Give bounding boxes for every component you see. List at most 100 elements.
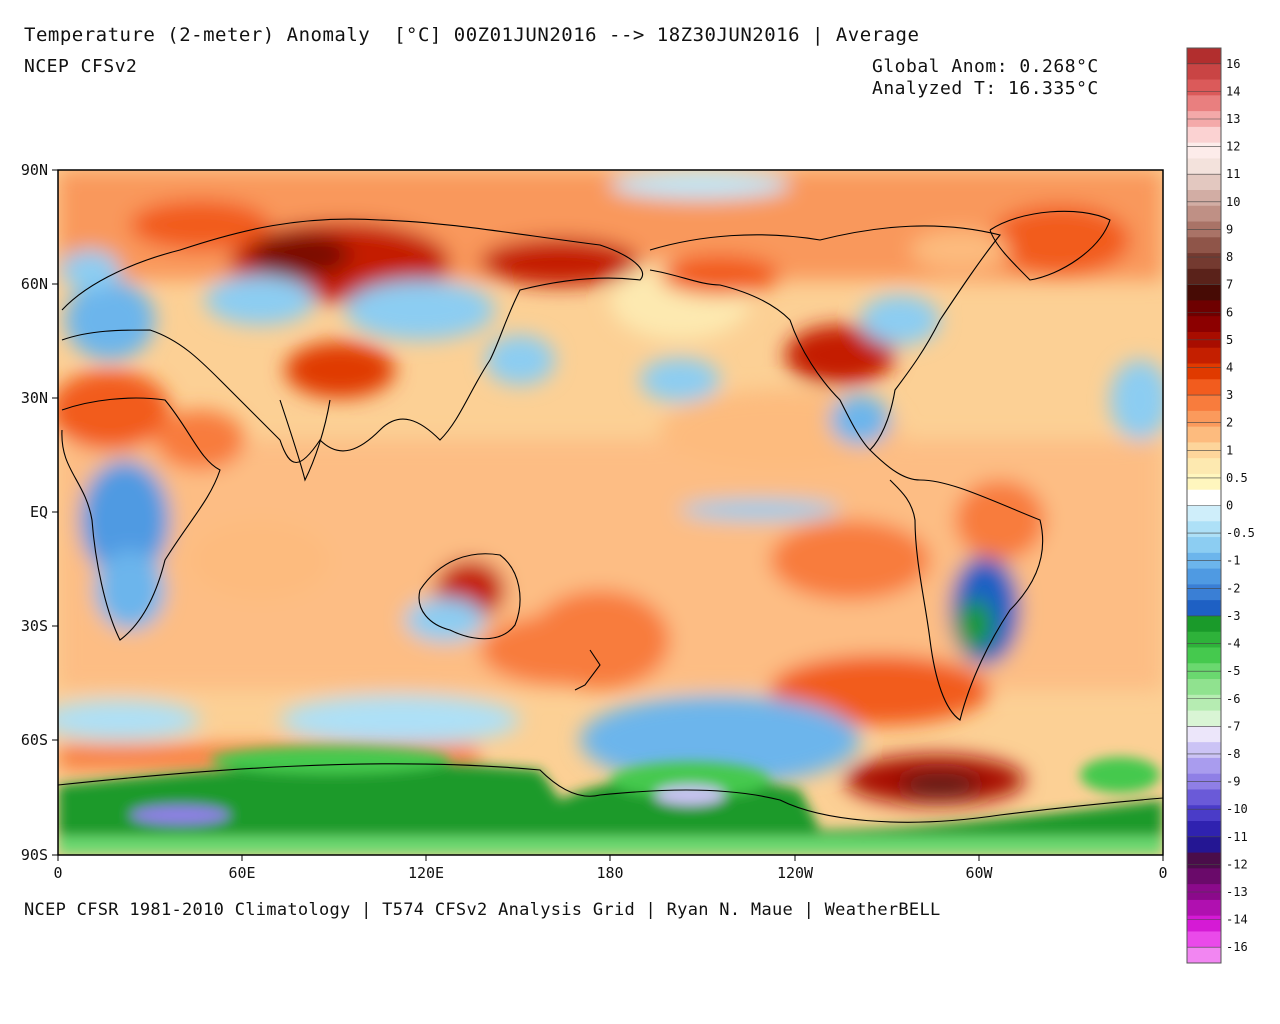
- colorbar-label: 3: [1226, 388, 1233, 402]
- colorbar-swatch: [1187, 915, 1221, 932]
- lon-label: 120E: [408, 864, 444, 882]
- colorbar-label: 13: [1226, 112, 1240, 126]
- colorbar-swatch: [1187, 742, 1221, 759]
- lat-label: 60S: [21, 731, 48, 749]
- lon-label: 60W: [965, 864, 993, 882]
- colorbar-swatch: [1187, 757, 1221, 775]
- colorbar-swatch: [1187, 300, 1221, 317]
- colorbar-swatch: [1187, 679, 1221, 696]
- colorbar-label: -1: [1226, 554, 1240, 568]
- colorbar-label: 2: [1226, 416, 1233, 430]
- longitude-axis: 0 60E 120E 180 120W 60W 0: [53, 855, 1168, 882]
- colorbar-swatch: [1187, 805, 1221, 822]
- colorbar-swatch: [1187, 505, 1221, 522]
- credit-line: NCEP CFSR 1981-2010 Climatology | T574 C…: [24, 900, 941, 920]
- colorbar-swatch: [1187, 568, 1221, 585]
- colorbar-swatch: [1187, 631, 1221, 648]
- colorbar-swatch: [1187, 931, 1221, 948]
- colorbar-swatch: [1187, 726, 1221, 743]
- colorbar-label: -8: [1226, 747, 1240, 761]
- colorbar-label: -3: [1226, 609, 1240, 623]
- colorbar-swatch: [1187, 48, 1221, 65]
- colorbar-label: -13: [1226, 885, 1248, 899]
- colorbar-swatch: [1187, 600, 1221, 617]
- colorbar-label: -7: [1226, 719, 1240, 733]
- colorbar-label: -6: [1226, 692, 1240, 706]
- colorbar-swatch: [1187, 647, 1221, 664]
- colorbar-label: 6: [1226, 305, 1233, 319]
- analyzed-temperature-readout: Analyzed T: 16.335°C: [872, 78, 1099, 99]
- colorbar-label: 8: [1226, 250, 1233, 264]
- chart-title: Temperature (2-meter) Anomaly [°C] 00Z01…: [24, 24, 920, 46]
- anomaly-field: [58, 170, 1163, 855]
- lat-label: EQ: [30, 503, 48, 521]
- colorbar-swatch: [1187, 379, 1221, 396]
- colorbar-swatch: [1187, 521, 1221, 538]
- global-anomaly-readout: Global Anom: 0.268°C: [872, 56, 1099, 77]
- colorbar-label: 1: [1226, 443, 1233, 457]
- colorbar-swatch: [1187, 79, 1221, 96]
- colorbar-swatch: [1187, 347, 1221, 364]
- colorbar-swatch: [1187, 458, 1221, 475]
- colorbar-label: -4: [1226, 637, 1240, 651]
- lat-label: 90N: [21, 161, 48, 179]
- colorbar-label: 9: [1226, 222, 1233, 236]
- colorbar-swatch: [1187, 426, 1221, 443]
- colorbar-swatch: [1187, 537, 1221, 554]
- colorbar-label: -12: [1226, 857, 1248, 871]
- colorbar-swatch: [1187, 189, 1221, 207]
- colorbar-swatch: [1187, 789, 1221, 806]
- colorbar-label: 14: [1226, 84, 1240, 98]
- colorbar-label: -10: [1226, 802, 1248, 816]
- colorbar-swatch: [1187, 473, 1221, 491]
- colorbar-swatch: [1187, 158, 1221, 175]
- colorbar-swatch: [1187, 63, 1221, 80]
- colorbar-label: 0.5: [1226, 471, 1248, 485]
- colorbar-label: 5: [1226, 333, 1233, 347]
- colorbar-label: -5: [1226, 664, 1240, 678]
- lon-label: 120W: [777, 864, 814, 882]
- colorbar-swatch: [1187, 253, 1221, 270]
- colorbar-swatch: [1187, 268, 1221, 286]
- lon-label: 0: [1158, 864, 1167, 882]
- lat-label: 30N: [21, 389, 48, 407]
- colorbar-swatch: [1187, 395, 1221, 412]
- lat-label: 30S: [21, 617, 48, 635]
- colorbar-label: -9: [1226, 775, 1240, 789]
- colorbar-swatch: [1187, 489, 1221, 506]
- colorbar-label: 10: [1226, 195, 1240, 209]
- lon-label: 60E: [228, 864, 255, 882]
- latitude-axis: 90N 60N 30N EQ 30S 60S 90S: [21, 161, 58, 864]
- model-label: NCEP CFSv2: [24, 56, 138, 77]
- colorbar-swatch: [1187, 174, 1221, 191]
- lon-label: 0: [53, 864, 62, 882]
- colorbar-label: -16: [1226, 940, 1248, 954]
- colorbar-swatch: [1187, 694, 1221, 711]
- colorbar-label: 12: [1226, 140, 1240, 154]
- colorbar-swatch: [1187, 126, 1221, 144]
- colorbar-swatch: [1187, 95, 1221, 112]
- colorbar-swatch: [1187, 868, 1221, 885]
- colorbar-swatch: [1187, 615, 1221, 633]
- colorbar-swatch: [1187, 584, 1221, 601]
- colorbar-label: -11: [1226, 830, 1248, 844]
- colorbar-swatch: [1187, 284, 1221, 301]
- colorbar-label: -14: [1226, 913, 1248, 927]
- lat-label: 60N: [21, 275, 48, 293]
- colorbar-label: 0: [1226, 499, 1233, 513]
- colorbar-swatch: [1187, 710, 1221, 727]
- colorbar: 16 14 13 12 11 10 9 8 7 6 5 4 3 2 1 0.5 0 -0.5 -1 -2 -3 -4 -5 -…: [1186, 47, 1255, 964]
- colorbar-swatch: [1187, 899, 1221, 917]
- coastlines: [58, 210, 1163, 823]
- colorbar-swatch: [1187, 836, 1221, 853]
- colorbar-swatch: [1187, 410, 1221, 428]
- colorbar-swatch: [1187, 363, 1221, 380]
- lat-label: 90S: [21, 846, 48, 864]
- colorbar-label: 11: [1226, 167, 1240, 181]
- colorbar-swatch: [1187, 821, 1221, 838]
- colorbar-label: -2: [1226, 581, 1240, 595]
- colorbar-swatch: [1187, 142, 1221, 159]
- colorbar-label: 7: [1226, 278, 1233, 292]
- colorbar-swatch: [1187, 205, 1221, 222]
